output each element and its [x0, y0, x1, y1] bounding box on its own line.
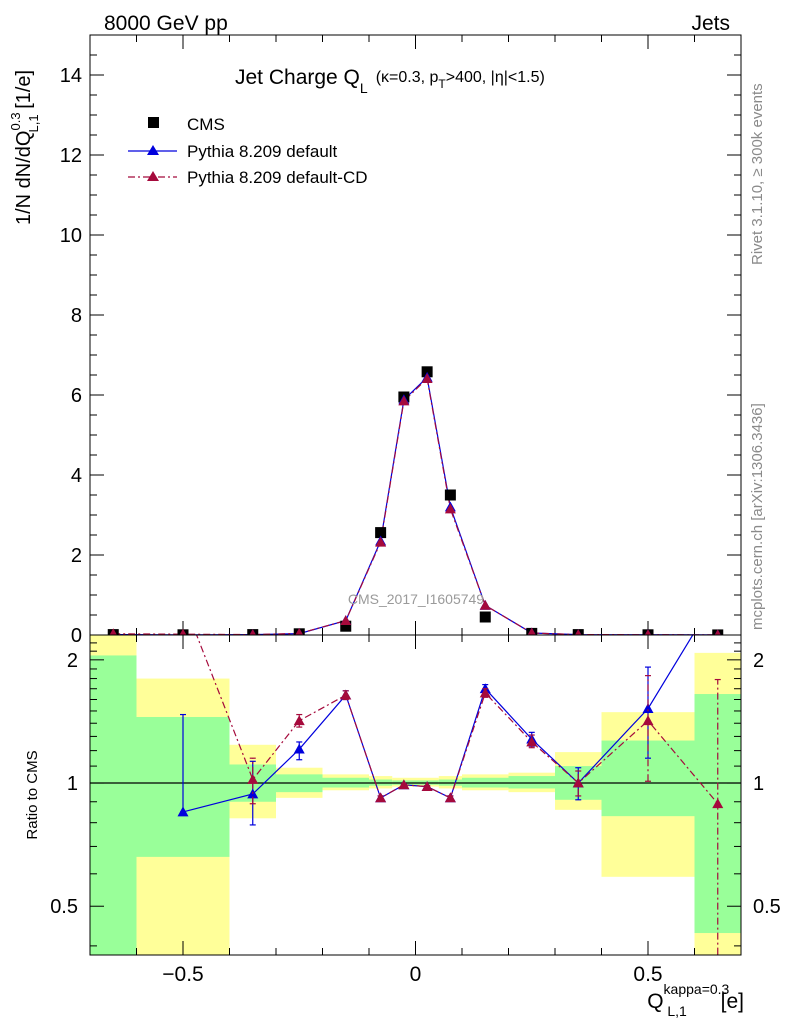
ratio-point-default-cd	[398, 779, 410, 790]
ratio-point-default	[712, 588, 723, 598]
main-point-default-cd	[179, 628, 187, 635]
main-point-default-cd	[295, 627, 304, 635]
ratio-y-tick-label-right: 2	[753, 650, 764, 672]
ratio-point-default-cd	[421, 781, 433, 792]
main-y-tick-label: 8	[71, 305, 82, 327]
ratio-y-tick-label: 2	[67, 650, 78, 672]
ratio-point-default-cd	[526, 736, 538, 747]
main-y-tick-label: 0	[71, 625, 82, 647]
legend-label-default-cd: Pythia 8.209 default-CD	[187, 168, 368, 187]
main-y-tick-label: 2	[71, 545, 82, 567]
ratio-y-tick-label-right: 1	[753, 773, 764, 795]
ratio-y-axis-label: Ratio to CMS	[24, 750, 41, 839]
ratio-plot-area: 0.5 0.5 1 1 2 2 −0.5 0 0.5	[50, 582, 781, 986]
main-point-cms	[444, 489, 456, 501]
main-y-tick-label: 10	[60, 225, 82, 247]
ratio-point-default-cd	[178, 595, 189, 605]
legend-entry-default: Pythia 8.209 default	[128, 142, 338, 161]
rivet-version-label: Rivet 3.1.10, ≥ 300k events	[749, 83, 766, 265]
main-point-default-cd	[249, 629, 257, 635]
main-plot-area: 0 2 4 6 8 10 12 14	[60, 35, 742, 647]
legend-entry-cms: CMS	[148, 115, 225, 134]
main-point-default-cd	[644, 629, 652, 635]
ratio-frame	[89, 634, 742, 956]
main-y-tick-label: 4	[71, 465, 82, 487]
main-point-default-cd	[574, 629, 582, 635]
ratio-line-default-cd	[195, 635, 719, 805]
ratio-band-green	[90, 655, 137, 955]
legend-label-default: Pythia 8.209 default	[187, 142, 338, 161]
main-point-cms	[375, 527, 387, 539]
main-point-default-cd	[398, 395, 410, 406]
ratio-point-default-cd	[293, 715, 305, 726]
main-point-default-cd	[479, 599, 491, 610]
ratio-band-green	[648, 740, 695, 817]
ratio-band-green	[508, 776, 555, 789]
chart-title: Jet Charge QL(κ=0.3, pT>400, |η|<1.5)	[235, 66, 545, 96]
ratio-panel: 0.5 0.5 1 1 2 2 −0.5 0 0.5 Ratio to CMS Qkappa=0…	[24, 582, 781, 1019]
legend-marker-default	[147, 145, 159, 155]
analysis-watermark: CMS_2017_I1605749	[348, 591, 484, 607]
main-y-tick-label: 6	[71, 385, 82, 407]
legend-label-cms: CMS	[187, 115, 225, 134]
ratio-point-default-cd	[444, 792, 456, 803]
ratio-x-tick-label: −0.5	[162, 963, 203, 986]
ratio-point-default-cd	[108, 582, 119, 592]
main-point-default-cd	[109, 628, 117, 635]
legend-marker-default-cd	[147, 171, 159, 181]
main-point-cms	[479, 611, 491, 623]
ratio-y-tick-label-right: 0.5	[753, 896, 781, 918]
legend-marker-cms	[148, 117, 159, 128]
ratio-point-default	[293, 743, 305, 754]
main-line-default	[113, 376, 718, 635]
ratio-point-default-cd	[340, 689, 352, 700]
ratio-band-green	[601, 740, 648, 817]
main-point-default-cd	[340, 615, 352, 625]
header-jets-label: Jets	[691, 12, 730, 35]
ratio-x-tick-label: 0	[410, 963, 422, 986]
main-y-tick-label: 14	[60, 65, 82, 87]
main-point-default-cd	[714, 629, 721, 635]
ratio-x-tick-label: 0.5	[633, 963, 662, 986]
main-point-cms	[421, 366, 433, 378]
main-y-tick-label: 12	[60, 145, 82, 167]
legend: CMS Pythia 8.209 default Pythia 8.209 de…	[128, 115, 368, 187]
ratio-uncertainty-bands	[90, 635, 741, 955]
ratio-point-default-cd	[642, 715, 654, 726]
legend-entry-default-cd: Pythia 8.209 default-CD	[128, 168, 368, 187]
ratio-point-default-cd	[712, 798, 724, 809]
header-energy-label: 8000 GeV pp	[104, 12, 228, 35]
ratio-y-tick-label: 0.5	[50, 896, 78, 918]
ratio-point-default-cd	[479, 687, 491, 698]
main-panel: 0 2 4 6 8 10 12 14 Jet Charge QL(κ=0.3, pT>400,…	[8, 34, 742, 647]
main-point-default-cd	[421, 373, 433, 383]
main-point-cms	[340, 620, 352, 632]
mcplots-label: mcplots.cern.ch [arXiv:1306.3436]	[749, 403, 766, 630]
ratio-point-default-cd	[247, 774, 259, 784]
main-point-default-cd	[527, 627, 536, 635]
ratio-y-tick-label: 1	[67, 773, 78, 795]
main-y-axis-label: 1/N dN/dQ0.3 L,1 [1/e]	[8, 70, 41, 225]
ratio-point-default-cd	[572, 777, 584, 788]
ratio-point-default-cd	[375, 792, 387, 803]
main-point-default-cd	[375, 536, 387, 547]
ratio-point-default	[177, 806, 189, 817]
ratio-point-default	[642, 703, 654, 714]
ratio-series-group	[108, 582, 724, 955]
main-point-default-cd	[444, 503, 456, 514]
ratio-x-axis-label: Qkappa=0.3 L,1 [e]	[647, 981, 744, 1019]
